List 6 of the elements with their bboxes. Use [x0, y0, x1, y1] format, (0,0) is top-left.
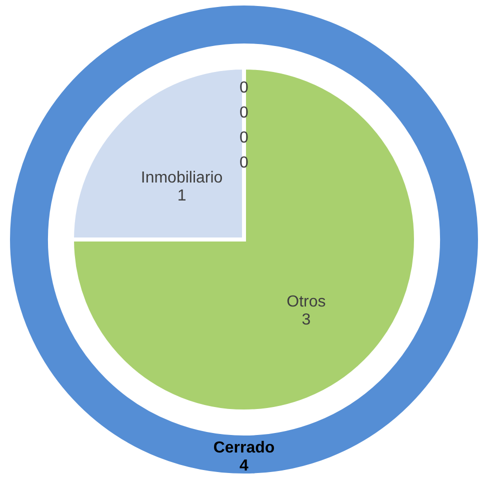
- slice-label: Otros: [286, 294, 326, 311]
- data-label: 1: [177, 187, 186, 204]
- data-label: 3: [302, 312, 311, 329]
- data-label: 4: [240, 458, 249, 474]
- slice-label: Inmobiliario: [140, 169, 223, 186]
- slice-label: Cerrado: [213, 440, 275, 456]
